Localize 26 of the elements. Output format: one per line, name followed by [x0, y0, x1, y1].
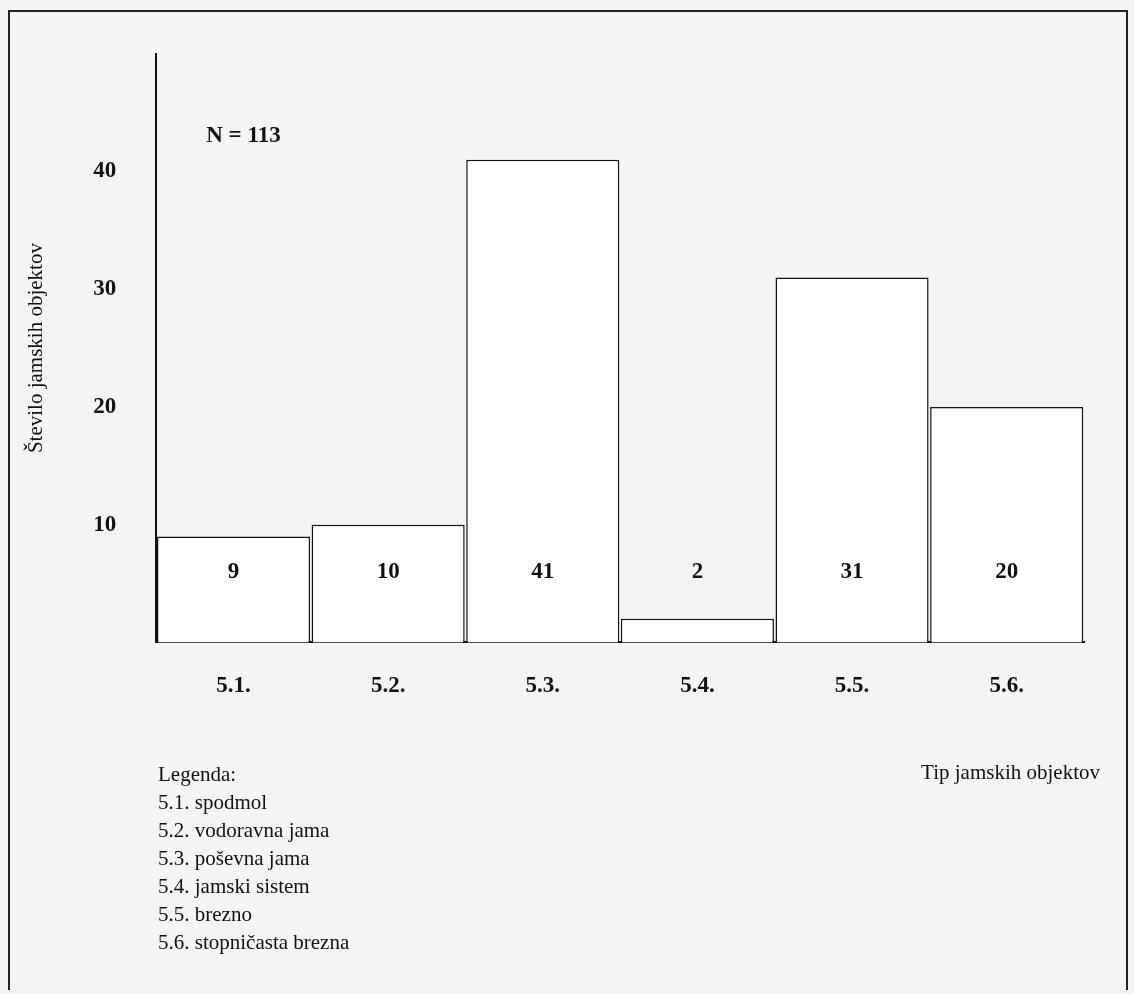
- x-tick-label: 5.2.: [370, 672, 406, 698]
- y-tick-label: 30: [93, 275, 117, 301]
- x-tick-label: 5.3.: [525, 672, 561, 698]
- x-axis-title: Tip jamskih objektov: [921, 760, 1100, 785]
- text: 5.2. vodoravna jama: [158, 817, 331, 844]
- text: 5.4. jamski sistem: [158, 873, 311, 900]
- data-label: 31: [840, 558, 864, 584]
- y-axis-title: Število jamskih objektov: [23, 242, 48, 454]
- text: 5.6. stopničasta brezna: [158, 929, 350, 956]
- y-tick-label: 40: [93, 157, 117, 183]
- y-tick-label: 10: [93, 510, 117, 536]
- x-tick-label: 5.6.: [989, 672, 1024, 698]
- data-label: 20: [995, 558, 1019, 584]
- x-tick-label: 5.4.: [680, 672, 715, 698]
- x-tick-label: 5.1.: [216, 672, 251, 698]
- x-tick-label: 5.5.: [834, 672, 870, 698]
- text: 5.1. spodmol: [158, 789, 269, 816]
- text: Legenda:: [158, 761, 238, 788]
- data-label: 9: [227, 558, 240, 584]
- data-label: 2: [691, 558, 704, 584]
- data-label: 41: [531, 558, 555, 584]
- text: 5.5. brezno: [158, 901, 253, 928]
- data-label: 10: [376, 558, 400, 584]
- y-tick-label: 20: [93, 392, 117, 418]
- annotation: N = 113: [206, 122, 281, 148]
- text: 5.3. poševna jama: [158, 845, 311, 872]
